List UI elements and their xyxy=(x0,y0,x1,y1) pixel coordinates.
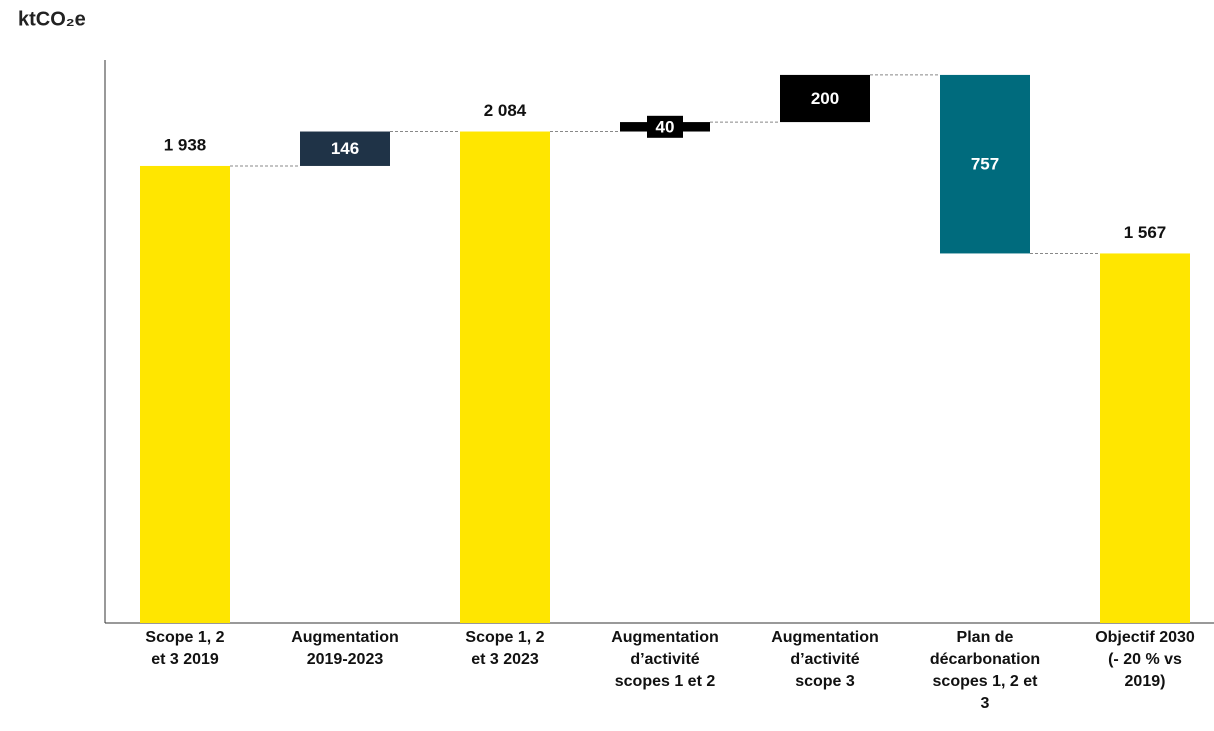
x-tick-label: Objectif 2030 (- 20 % vs 2019) xyxy=(1095,629,1195,690)
x-tick-label: Scope 1, 2 et 3 2023 xyxy=(465,629,545,668)
label-box xyxy=(647,115,683,138)
value-label: 1 938 xyxy=(164,135,207,154)
chart-title: ktCO₂e xyxy=(18,8,86,30)
x-tick-label: Plan de décarbonation scopes 1, 2 et 3 xyxy=(929,629,1041,712)
value-label: 1 567 xyxy=(1124,223,1167,242)
value-label: 146 xyxy=(331,139,359,158)
bar xyxy=(780,74,870,123)
bar xyxy=(140,165,230,623)
x-tick-label: Augmentation d’activité scopes 1 et 2 xyxy=(611,629,719,690)
value-label: 2 084 xyxy=(484,101,527,120)
x-tick-label: Scope 1, 2 et 3 2019 xyxy=(145,629,225,668)
x-tick-label: Augmentation 2019-2023 xyxy=(291,629,399,668)
x-tick-label: Augmentation d’activité scope 3 xyxy=(771,629,879,690)
bar xyxy=(1100,253,1190,624)
value-label: 757 xyxy=(971,155,999,174)
value-label: 200 xyxy=(811,89,839,108)
value-label: 40 xyxy=(656,117,675,136)
bar xyxy=(300,131,390,166)
bar xyxy=(940,74,1030,254)
bar xyxy=(460,131,550,624)
